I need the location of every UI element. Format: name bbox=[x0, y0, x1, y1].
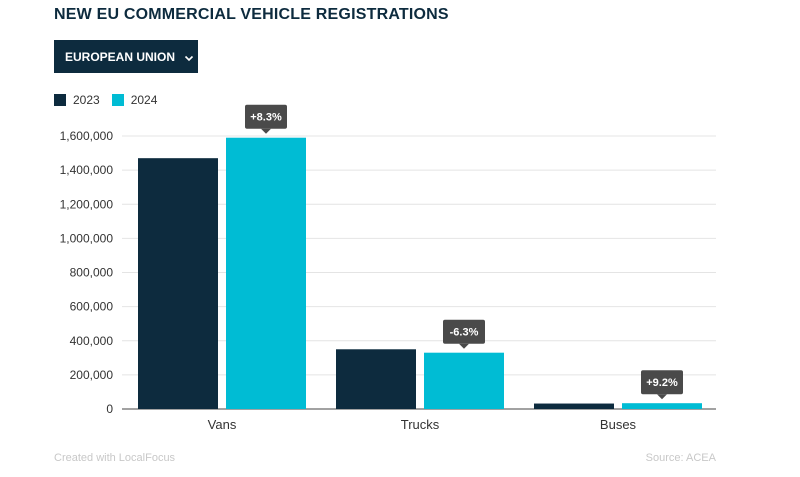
y-tick-label: 1,000,000 bbox=[60, 231, 114, 245]
bar-trucks-2024 bbox=[424, 352, 504, 409]
change-callout bbox=[641, 370, 683, 395]
credit-text: Created with LocalFocus bbox=[54, 452, 176, 464]
chart-legend: 2023 2024 bbox=[54, 93, 169, 107]
source-text: Source: ACEA bbox=[645, 452, 716, 464]
legend-label-2023: 2023 bbox=[73, 93, 100, 107]
x-tick-label: Buses bbox=[600, 417, 637, 432]
legend-swatch-2024 bbox=[111, 94, 124, 106]
x-tick-label: Vans bbox=[208, 417, 237, 432]
change-label: +8.3% bbox=[250, 112, 282, 124]
y-tick-label: 1,400,000 bbox=[60, 163, 114, 177]
legend-label-2024: 2024 bbox=[130, 93, 158, 107]
y-tick-label: 800,000 bbox=[70, 266, 114, 280]
y-tick-label: 200,000 bbox=[70, 368, 114, 382]
bar-buses-2024 bbox=[622, 403, 702, 409]
y-tick-label: 1,600,000 bbox=[60, 129, 114, 143]
y-tick-label: 400,000 bbox=[70, 334, 114, 348]
callout-pointer bbox=[657, 394, 667, 400]
bar-vans-2024 bbox=[226, 137, 306, 410]
bar-buses-2023 bbox=[534, 403, 614, 409]
callout-pointer bbox=[261, 128, 271, 134]
legend-item-2023[interactable]: 2023 bbox=[54, 93, 100, 107]
y-tick-label: 0 bbox=[106, 402, 113, 416]
callout-pointer bbox=[459, 343, 469, 349]
y-tick-label: 1,200,000 bbox=[60, 197, 114, 211]
legend-item-2024[interactable]: 2024 bbox=[111, 93, 158, 107]
change-callout bbox=[245, 104, 287, 129]
chart-title: NEW EU COMMERCIAL VEHICLE REGISTRATIONS bbox=[54, 6, 449, 23]
chevron-down-icon bbox=[184, 52, 194, 62]
bar-vans-2023 bbox=[138, 158, 218, 409]
change-label: +9.2% bbox=[646, 377, 678, 389]
change-callout bbox=[443, 319, 485, 344]
region-dropdown[interactable]: EUROPEAN UNION bbox=[54, 40, 198, 73]
legend-swatch-2023 bbox=[54, 94, 66, 106]
y-tick-label: 600,000 bbox=[70, 300, 114, 314]
bar-trucks-2023 bbox=[336, 349, 416, 409]
change-label: -6.3% bbox=[450, 327, 479, 339]
region-dropdown-label: EUROPEAN UNION bbox=[65, 49, 176, 64]
x-tick-label: Trucks bbox=[401, 417, 440, 432]
